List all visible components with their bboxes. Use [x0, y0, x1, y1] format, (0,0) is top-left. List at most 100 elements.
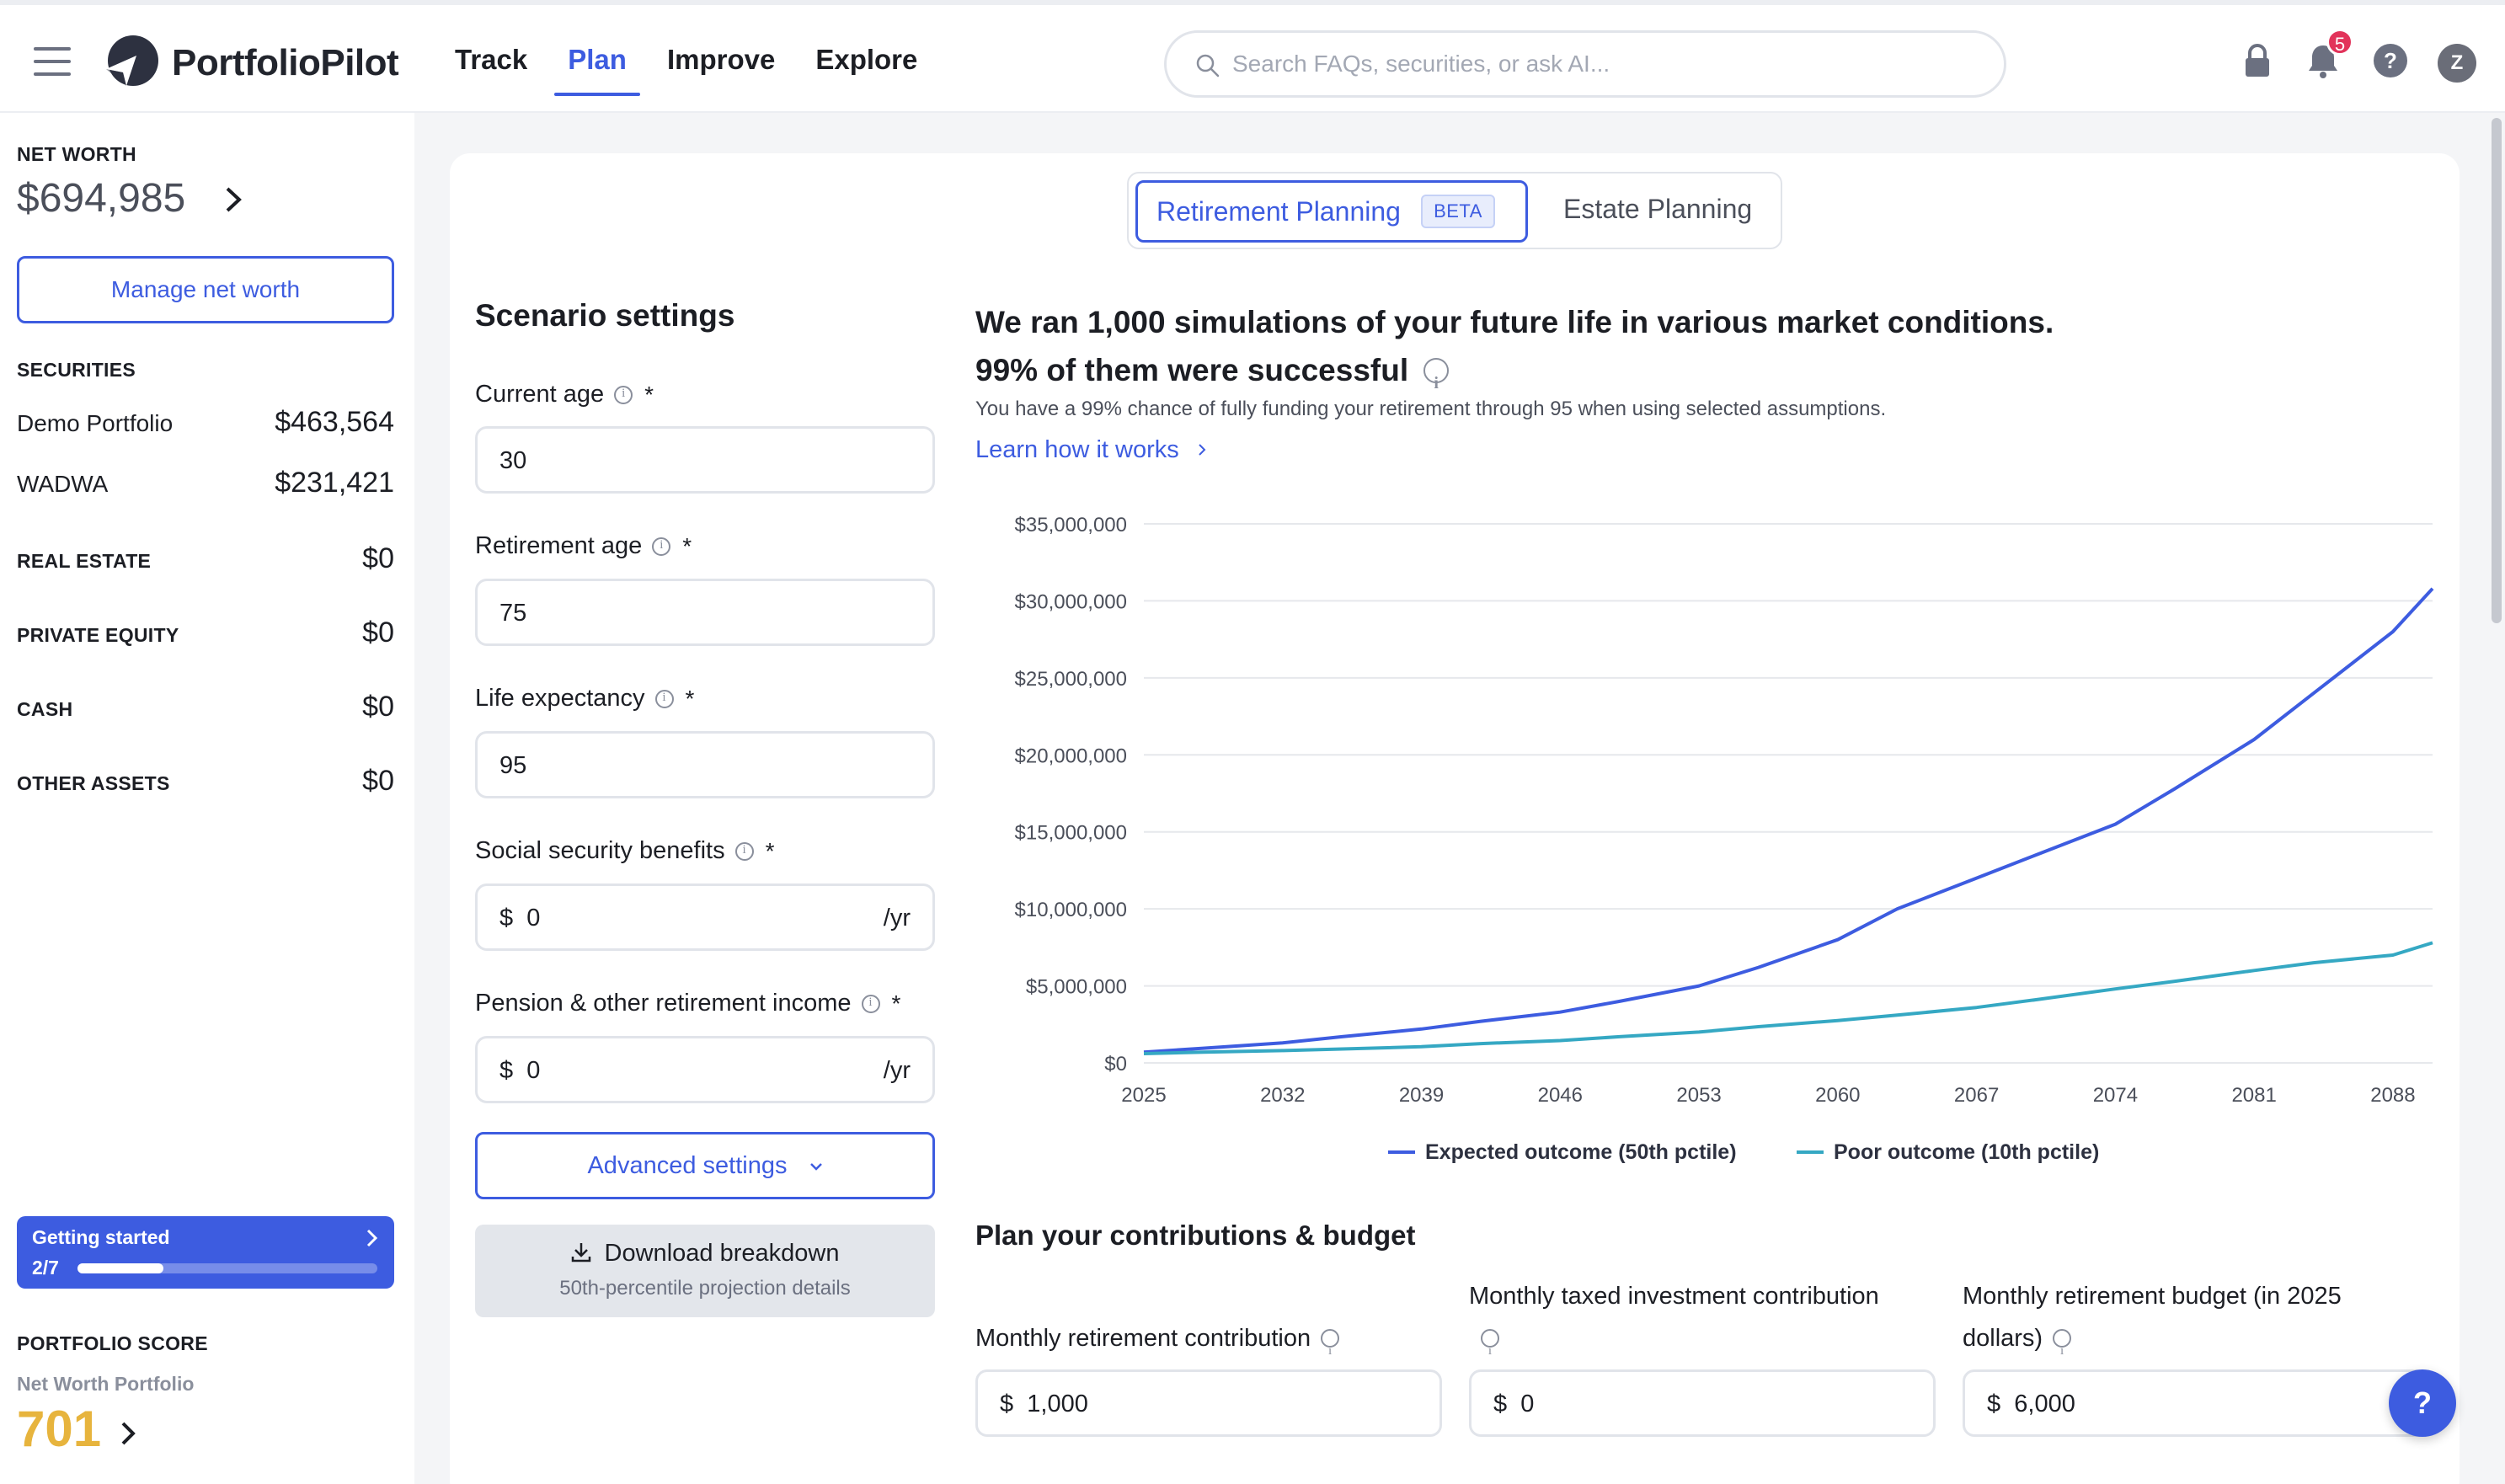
- info-icon[interactable]: [1321, 1329, 1340, 1372]
- category-name: CASH: [17, 698, 73, 720]
- x-tick-label: 2074: [2093, 1084, 2138, 1107]
- field-label-text: Social security benefits: [475, 837, 725, 864]
- asset-category-row[interactable]: OTHER ASSETS $0: [17, 765, 394, 798]
- retirement-planning-card: Retirement Planning BETA Estate Planning…: [450, 153, 2460, 1484]
- search-icon: [1196, 54, 1220, 77]
- retirement-age-input[interactable]: 75: [475, 579, 935, 646]
- x-tick-label: 2025: [1121, 1084, 1166, 1107]
- security-row[interactable]: WADWA $231,421: [17, 467, 394, 499]
- help-icon[interactable]: ?: [2372, 42, 2409, 79]
- chevron-right-icon[interactable]: [120, 1420, 138, 1447]
- planning-tabs: Retirement Planning BETA Estate Planning: [1127, 172, 1782, 249]
- y-tick-label: $5,000,000: [1026, 976, 1127, 999]
- headline-line-2: 99% of them were successful: [975, 346, 2054, 408]
- tab-label: Retirement Planning: [1156, 196, 1401, 227]
- contributions-title: Plan your contributions & budget: [975, 1220, 1416, 1251]
- y-tick-label: $20,000,000: [1015, 745, 1127, 767]
- required-mark: *: [765, 837, 775, 864]
- download-breakdown-button[interactable]: Download breakdown 50th-percentile proje…: [475, 1225, 935, 1317]
- social-security-input[interactable]: $ 0 /yr: [475, 883, 935, 951]
- x-tick-label: 2088: [2370, 1084, 2415, 1107]
- field-value: 95: [499, 752, 527, 779]
- menu-icon[interactable]: [34, 47, 71, 76]
- button-label: Advanced settings: [587, 1152, 788, 1179]
- top-navigation-bar: PortfolioPilot Track Plan Improve Explor…: [0, 0, 2505, 113]
- security-name: WADWA: [17, 471, 109, 497]
- pension-input[interactable]: $ 0 /yr: [475, 1036, 935, 1103]
- amount: 1,000: [1027, 1391, 1088, 1417]
- security-row[interactable]: Demo Portfolio $463,564: [17, 406, 394, 439]
- field-label-text: Monthly taxed investment contribution: [1469, 1283, 1879, 1310]
- y-tick-label: $35,000,000: [1015, 514, 1127, 536]
- info-icon[interactable]: [861, 994, 880, 1013]
- logo-text[interactable]: PortfolioPilot: [172, 42, 399, 83]
- per-year-suffix: /yr: [883, 1057, 911, 1084]
- info-icon[interactable]: [2053, 1329, 2072, 1372]
- field-value: $ 0: [499, 1057, 540, 1085]
- category-value: $0: [362, 765, 394, 797]
- field-value: $ 6,000: [1987, 1391, 2075, 1418]
- search-input[interactable]: [1232, 41, 1974, 87]
- monthly-taxed-investment-input[interactable]: $ 0: [1469, 1369, 1936, 1437]
- portfoliopilot-logo-icon[interactable]: [103, 34, 158, 89]
- monthly-retirement-budget-input[interactable]: $ 6,000: [1963, 1369, 2429, 1437]
- asset-category-row[interactable]: CASH $0: [17, 691, 394, 723]
- currency-symbol: $: [1493, 1391, 1508, 1417]
- user-avatar[interactable]: Z: [2438, 44, 2476, 83]
- portfolio-score-value[interactable]: 701: [17, 1401, 102, 1457]
- security-name: Demo Portfolio: [17, 410, 174, 436]
- nav-improve[interactable]: Improve: [666, 44, 776, 75]
- required-mark: *: [685, 685, 695, 712]
- field-value: $ 0: [1493, 1391, 1534, 1418]
- learn-how-it-works-link[interactable]: Learn how it works: [975, 436, 1206, 464]
- tab-estate-planning[interactable]: Estate Planning: [1563, 194, 1753, 224]
- asset-category-row[interactable]: PRIVATE EQUITY $0: [17, 617, 394, 649]
- link-text: Learn how it works: [975, 436, 1179, 463]
- security-value: $231,421: [275, 467, 394, 499]
- x-tick-label: 2081: [2231, 1084, 2276, 1107]
- info-icon[interactable]: [1423, 357, 1450, 408]
- nav-plan[interactable]: Plan: [554, 44, 640, 96]
- page-scrollbar[interactable]: [2492, 118, 2502, 623]
- amount: 0: [526, 1057, 541, 1084]
- monthly-retirement-contribution-input[interactable]: $ 1,000: [975, 1369, 1442, 1437]
- asset-category-row[interactable]: REAL ESTATE $0: [17, 542, 394, 575]
- headline-line-1: We ran 1,000 simulations of your future …: [975, 305, 2054, 339]
- progress-fill: [77, 1263, 163, 1273]
- main-nav: Track Plan Improve Explore: [455, 44, 958, 96]
- nav-track[interactable]: Track: [455, 44, 528, 75]
- nav-explore[interactable]: Explore: [815, 44, 918, 75]
- portfolio-score-label: PORTFOLIO SCORE: [17, 1332, 208, 1354]
- category-name: PRIVATE EQUITY: [17, 624, 179, 646]
- monthly-retirement-budget-label: Monthly retirement budget (in 2025 dolla…: [1963, 1275, 2417, 1372]
- life-expectancy-input[interactable]: 95: [475, 731, 935, 798]
- tab-retirement-planning[interactable]: Retirement Planning BETA: [1135, 180, 1528, 243]
- lock-icon[interactable]: [2239, 42, 2276, 79]
- current-age-input[interactable]: 30: [475, 426, 935, 494]
- info-icon[interactable]: [1481, 1329, 1499, 1372]
- monthly-retirement-contribution-label: Monthly retirement contribution: [975, 1317, 1447, 1372]
- info-icon[interactable]: [734, 841, 754, 861]
- chevron-down-icon: [809, 1163, 822, 1172]
- field-label-text: Life expectancy: [475, 685, 645, 712]
- securities-label: SECURITIES: [17, 359, 136, 381]
- manage-net-worth-button[interactable]: Manage net worth: [17, 256, 394, 323]
- download-icon: [571, 1243, 590, 1262]
- pension-label: Pension & other retirement income *: [475, 990, 900, 1017]
- x-tick-label: 2060: [1815, 1084, 1860, 1107]
- search-bar[interactable]: [1164, 30, 2006, 98]
- advanced-settings-button[interactable]: Advanced settings: [475, 1132, 935, 1199]
- info-icon[interactable]: [654, 689, 674, 708]
- expected-outcome-line: [1143, 587, 2434, 1054]
- chevron-right-icon[interactable]: [222, 185, 244, 214]
- net-worth-value[interactable]: $694,985: [17, 176, 186, 221]
- security-value: $463,564: [275, 406, 394, 438]
- required-mark: *: [644, 381, 654, 408]
- beta-badge: BETA: [1421, 195, 1495, 228]
- info-icon[interactable]: [652, 536, 671, 556]
- help-chat-button[interactable]: ?: [2389, 1369, 2456, 1437]
- download-title-text: Download breakdown: [604, 1240, 840, 1267]
- net-worth-sidebar: NET WORTH $694,985 Manage net worth SECU…: [0, 113, 414, 1484]
- getting-started-card[interactable]: Getting started 2/7: [17, 1216, 394, 1289]
- info-icon[interactable]: [614, 385, 633, 404]
